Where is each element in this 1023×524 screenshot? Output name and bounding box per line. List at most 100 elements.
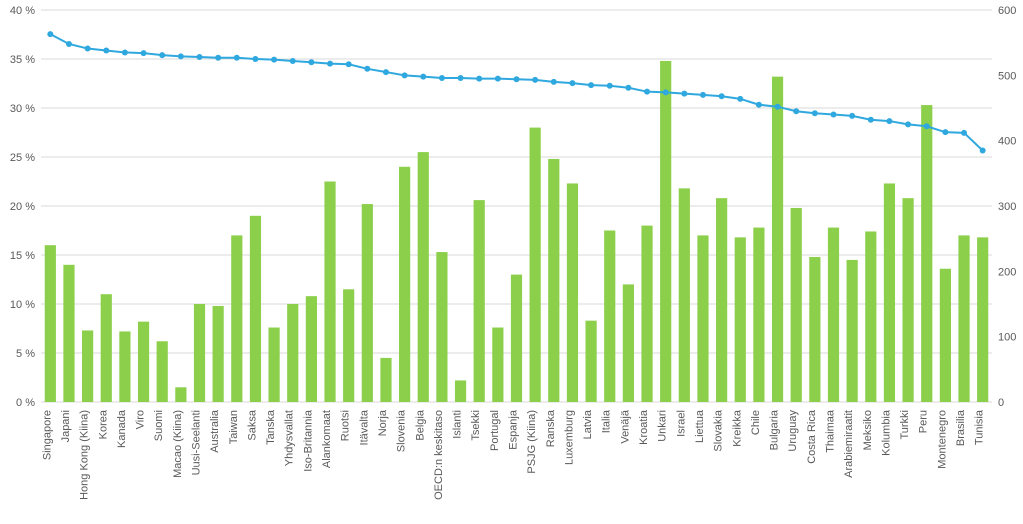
x-category-label: Kreikka	[731, 409, 743, 447]
bar	[940, 269, 951, 402]
bar	[567, 183, 578, 402]
x-category-label: Tanska	[265, 409, 277, 445]
line-marker	[924, 123, 930, 129]
x-category-label: Espanja	[508, 409, 520, 450]
y-left-tick-label: 5 %	[16, 348, 35, 360]
bar	[530, 128, 541, 402]
x-category-label: Kanada	[116, 409, 128, 448]
line-marker	[551, 79, 557, 85]
bar	[45, 245, 56, 402]
line-marker	[122, 49, 128, 55]
line-marker	[197, 54, 203, 60]
x-category-label: Viro	[135, 410, 147, 429]
x-category-label: Tsekki	[470, 410, 482, 441]
bar	[362, 204, 373, 402]
line-marker	[364, 66, 370, 72]
bar	[250, 216, 261, 402]
x-category-label: Thaimaa	[825, 409, 837, 453]
x-category-label: Korea	[97, 409, 109, 439]
x-category-label: Uusi-Seelanti	[191, 410, 203, 475]
bar	[399, 167, 410, 402]
bar	[809, 257, 820, 402]
x-category-label: Macao (Kiina)	[172, 410, 184, 478]
x-category-label: Ranska	[545, 409, 557, 447]
bar	[101, 294, 112, 402]
line-marker	[607, 83, 613, 89]
bar	[231, 235, 242, 402]
y-left-tick-label: 25 %	[10, 152, 35, 164]
bar	[343, 289, 354, 402]
bar	[791, 208, 802, 402]
x-category-label: Uruguay	[787, 410, 799, 452]
y-left-tick-label: 15 %	[10, 250, 35, 262]
bar	[138, 322, 149, 402]
x-category-label: OECD:n keskitaso	[433, 410, 445, 500]
bar	[716, 198, 727, 402]
bar	[194, 304, 205, 402]
y-right-tick-label: 200	[998, 266, 1016, 278]
x-category-label: Tunisia	[974, 409, 986, 445]
x-category-label: Italia	[601, 409, 613, 433]
bar	[324, 182, 335, 403]
x-category-label: Montenegro	[936, 410, 948, 469]
bar	[119, 331, 130, 402]
line-marker	[905, 121, 911, 127]
x-category-label: Alankomaat	[321, 410, 333, 468]
line-marker	[737, 96, 743, 102]
line-marker	[831, 112, 837, 118]
line-marker	[178, 53, 184, 59]
y-right-tick-label: 100	[998, 332, 1016, 344]
line-marker	[290, 58, 296, 64]
bar	[492, 328, 503, 402]
line-marker	[308, 59, 314, 65]
x-category-label: Japani	[60, 410, 72, 442]
bar	[82, 330, 93, 402]
bar	[828, 228, 839, 402]
y-right-tick-label: 500	[998, 70, 1016, 82]
line-marker	[141, 50, 147, 56]
line-marker	[961, 130, 967, 136]
x-category-label: Luxemburg	[563, 410, 575, 465]
x-category-label: Chile	[750, 410, 762, 435]
x-category-label: Yhdysvallat	[284, 410, 296, 466]
line-marker	[495, 76, 501, 82]
bar	[660, 61, 671, 402]
bar	[977, 237, 988, 402]
line-marker	[420, 74, 426, 80]
bar	[847, 260, 858, 402]
bar	[474, 200, 485, 402]
line-marker	[159, 52, 165, 58]
x-category-label: Ruotsi	[340, 410, 352, 441]
y-left-tick-label: 40 %	[10, 5, 35, 17]
x-category-label: Belgia	[414, 409, 426, 440]
line-marker	[644, 89, 650, 95]
bar	[436, 252, 447, 402]
x-category-label: Singapore	[41, 410, 53, 460]
x-category-label: Norja	[377, 409, 389, 436]
x-category-label: Latvia	[582, 409, 594, 439]
line-marker	[868, 117, 874, 123]
bar	[958, 235, 969, 402]
line-marker	[103, 48, 109, 54]
line-marker	[756, 102, 762, 108]
bar	[157, 341, 168, 402]
x-category-label: Kroatia	[638, 409, 650, 445]
line-marker	[775, 104, 781, 110]
bar	[753, 228, 764, 402]
bar	[735, 237, 746, 402]
x-category-label: Islanti	[452, 410, 464, 439]
bar	[604, 231, 615, 403]
y-right-tick-label: 0	[998, 397, 1004, 409]
bar	[585, 321, 596, 402]
y-right-tick-label: 600	[998, 5, 1016, 17]
y-left-tick-label: 20 %	[10, 201, 35, 213]
x-category-label: Slovenia	[396, 409, 408, 452]
y-left-tick-label: 10 %	[10, 299, 35, 311]
line-marker	[234, 55, 240, 61]
line-marker	[439, 75, 445, 81]
x-category-label: Venäjä	[619, 409, 631, 444]
line-marker	[700, 92, 706, 98]
line-marker	[47, 31, 53, 37]
bar	[884, 183, 895, 402]
bar	[865, 231, 876, 402]
